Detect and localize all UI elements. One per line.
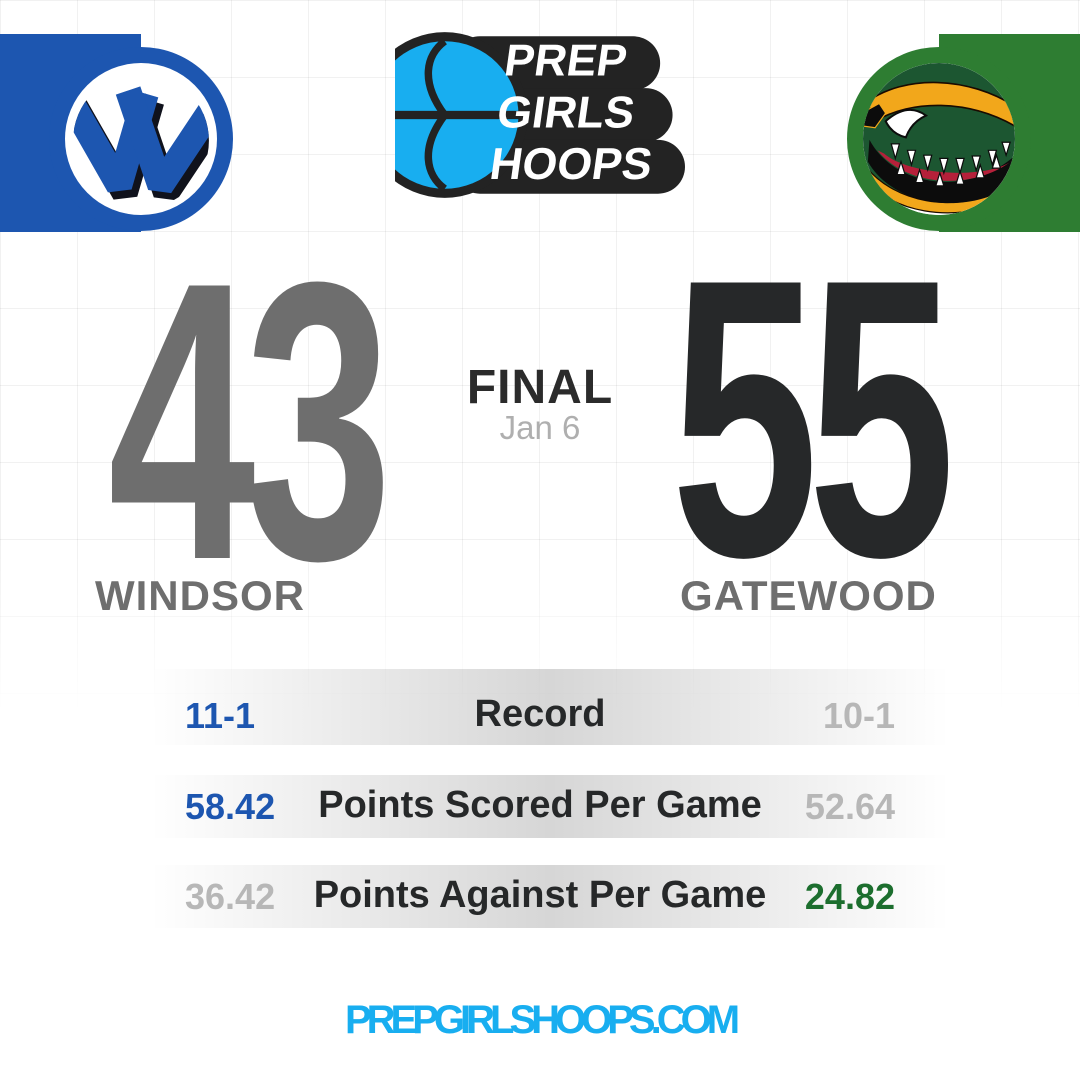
svg-text:PREP: PREP [501,35,630,86]
svg-text:GIRLS: GIRLS [494,87,638,138]
svg-text:HOOPS: HOOPS [487,138,656,189]
